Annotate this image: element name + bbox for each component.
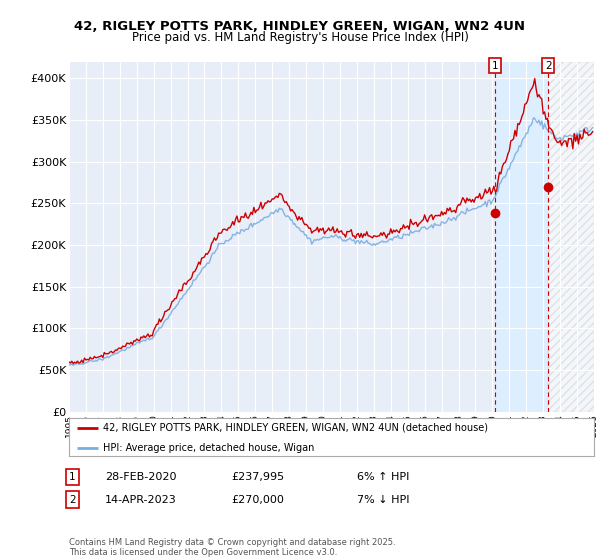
Text: Contains HM Land Registry data © Crown copyright and database right 2025.
This d: Contains HM Land Registry data © Crown c…: [69, 538, 395, 557]
Text: 7% ↓ HPI: 7% ↓ HPI: [357, 494, 409, 505]
Text: 42, RIGLEY POTTS PARK, HINDLEY GREEN, WIGAN, WN2 4UN: 42, RIGLEY POTTS PARK, HINDLEY GREEN, WI…: [74, 20, 526, 32]
Text: 1: 1: [69, 472, 76, 482]
Bar: [495, 62, 548, 412]
Text: 6% ↑ HPI: 6% ↑ HPI: [357, 472, 409, 482]
Text: 28-FEB-2020: 28-FEB-2020: [105, 472, 176, 482]
Text: 2: 2: [545, 61, 551, 71]
Text: 2: 2: [69, 494, 76, 505]
Text: Price paid vs. HM Land Registry's House Price Index (HPI): Price paid vs. HM Land Registry's House …: [131, 31, 469, 44]
Text: £237,995: £237,995: [231, 472, 284, 482]
Bar: [548, 62, 594, 412]
Text: 42, RIGLEY POTTS PARK, HINDLEY GREEN, WIGAN, WN2 4UN (detached house): 42, RIGLEY POTTS PARK, HINDLEY GREEN, WI…: [103, 423, 488, 433]
Text: HPI: Average price, detached house, Wigan: HPI: Average price, detached house, Wiga…: [103, 443, 314, 453]
Text: £270,000: £270,000: [231, 494, 284, 505]
Text: 1: 1: [492, 61, 499, 71]
Text: 14-APR-2023: 14-APR-2023: [105, 494, 177, 505]
